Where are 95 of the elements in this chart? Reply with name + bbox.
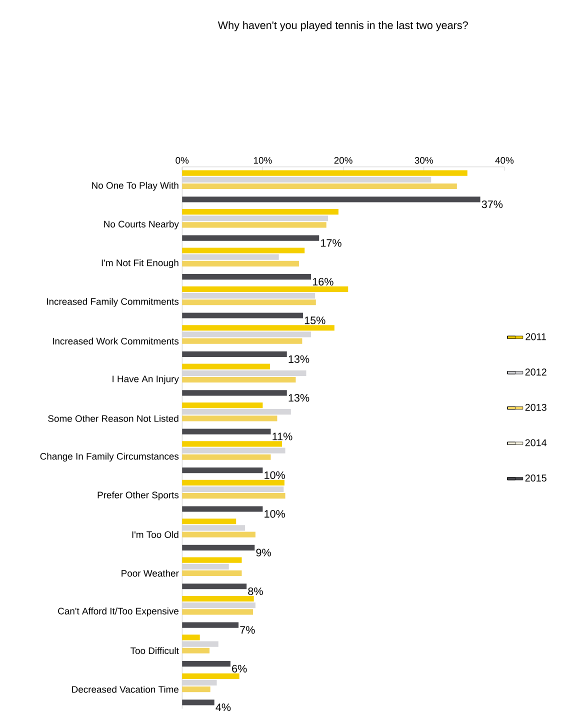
bar: [182, 467, 263, 474]
y-tick-label: Can't Afford It/Too Expensive: [58, 608, 179, 616]
legend-label: 2012: [525, 368, 546, 376]
bar: [182, 208, 338, 215]
bar: [182, 525, 246, 531]
data-label: 13%: [288, 394, 310, 402]
bar: [182, 176, 432, 182]
bar: [182, 609, 254, 615]
y-tick-label: Increased Work Commitments: [53, 338, 179, 345]
data-label: 7%: [240, 626, 255, 634]
x-tick-label: 0%: [176, 157, 189, 164]
bar: [182, 622, 239, 628]
data-label: 15%: [304, 316, 326, 324]
bar: [182, 486, 284, 492]
bar: [182, 300, 316, 306]
bar: [182, 325, 334, 331]
bar: [182, 634, 200, 640]
bar: [182, 680, 217, 686]
bar: [182, 332, 312, 338]
x-tick-label: 10%: [254, 157, 272, 164]
y-tick-label: Change In Family Circumstances: [40, 452, 179, 462]
bar: [182, 183, 457, 190]
y-tick-label: No Courts Nearby: [104, 220, 179, 230]
bar: [182, 700, 214, 706]
data-label: 16%: [312, 278, 334, 286]
bar: [182, 648, 210, 654]
data-label: 8%: [248, 587, 263, 596]
y-tick-label: Prefer Other Sports: [98, 491, 179, 500]
bar: [182, 196, 480, 202]
x-tick-label: 30%: [414, 157, 434, 164]
bar: [182, 673, 240, 679]
bar: [182, 416, 278, 422]
bar: [182, 448, 286, 454]
x-tick-label: 20%: [334, 157, 352, 164]
bar: [182, 338, 302, 344]
bar: [182, 506, 263, 512]
data-label: 10%: [264, 510, 286, 518]
y-tick-label: I'm Not Fit Enough: [102, 259, 178, 268]
bar: [182, 370, 306, 376]
data-label: 9%: [256, 548, 271, 556]
bar: [182, 216, 328, 222]
legend-label: 2015: [525, 474, 546, 482]
legend-label: 2014: [525, 439, 547, 446]
y-tick-label: Some Other Reason Not Listed: [48, 414, 178, 422]
y-tick-label: I'm Too Old: [132, 531, 178, 538]
bar: [182, 480, 284, 486]
bar: [182, 570, 242, 576]
bar: [182, 557, 242, 563]
y-tick-label: Too Difficult: [130, 647, 179, 654]
bar: [182, 518, 236, 524]
bar: [182, 170, 468, 176]
data-label: 11%: [272, 432, 292, 440]
bar: [182, 602, 256, 608]
bar: [182, 292, 316, 299]
bar: [182, 641, 218, 647]
bar: [182, 286, 348, 292]
data-label: 13%: [288, 355, 310, 363]
bar: [182, 376, 296, 383]
data-label: 4%: [216, 704, 231, 712]
bar: [182, 686, 210, 692]
legend-label: 2013: [525, 404, 546, 411]
bar: [182, 254, 279, 260]
bar: [182, 564, 229, 570]
y-tick-label: I Have An Injury: [112, 375, 179, 384]
bar: [182, 428, 271, 434]
bar: [182, 660, 231, 667]
bar: [182, 364, 270, 370]
bar: [182, 402, 263, 408]
bar: [182, 235, 320, 241]
bar: [182, 260, 299, 266]
bar: [182, 274, 312, 280]
data-label: 10%: [264, 471, 286, 480]
legend-label: 2011: [526, 333, 546, 340]
x-tick-label: 40%: [495, 157, 514, 164]
bar: [182, 532, 256, 538]
bar: [182, 454, 271, 460]
bar: [182, 222, 326, 228]
bar: [182, 596, 254, 602]
bar: [182, 390, 287, 396]
y-tick-label: Increased Family Commitments: [47, 298, 179, 307]
bar: [182, 544, 255, 550]
y-tick-label: Decreased Vacation Time: [72, 686, 179, 693]
chart-title: Why haven't you played tennis in the last two years?: [218, 21, 468, 32]
bar: [182, 441, 282, 447]
bar: [182, 351, 287, 357]
data-label: 37%: [482, 200, 503, 208]
bar: [182, 312, 304, 318]
data-label: 6%: [232, 664, 247, 672]
bar: [182, 584, 247, 590]
y-tick-label: No One To Play With: [92, 182, 178, 191]
bar: [182, 409, 291, 415]
bar: [182, 493, 286, 499]
data-label: 17%: [321, 239, 342, 247]
bar: [182, 248, 305, 254]
y-tick-label: Poor Weather: [122, 570, 179, 577]
